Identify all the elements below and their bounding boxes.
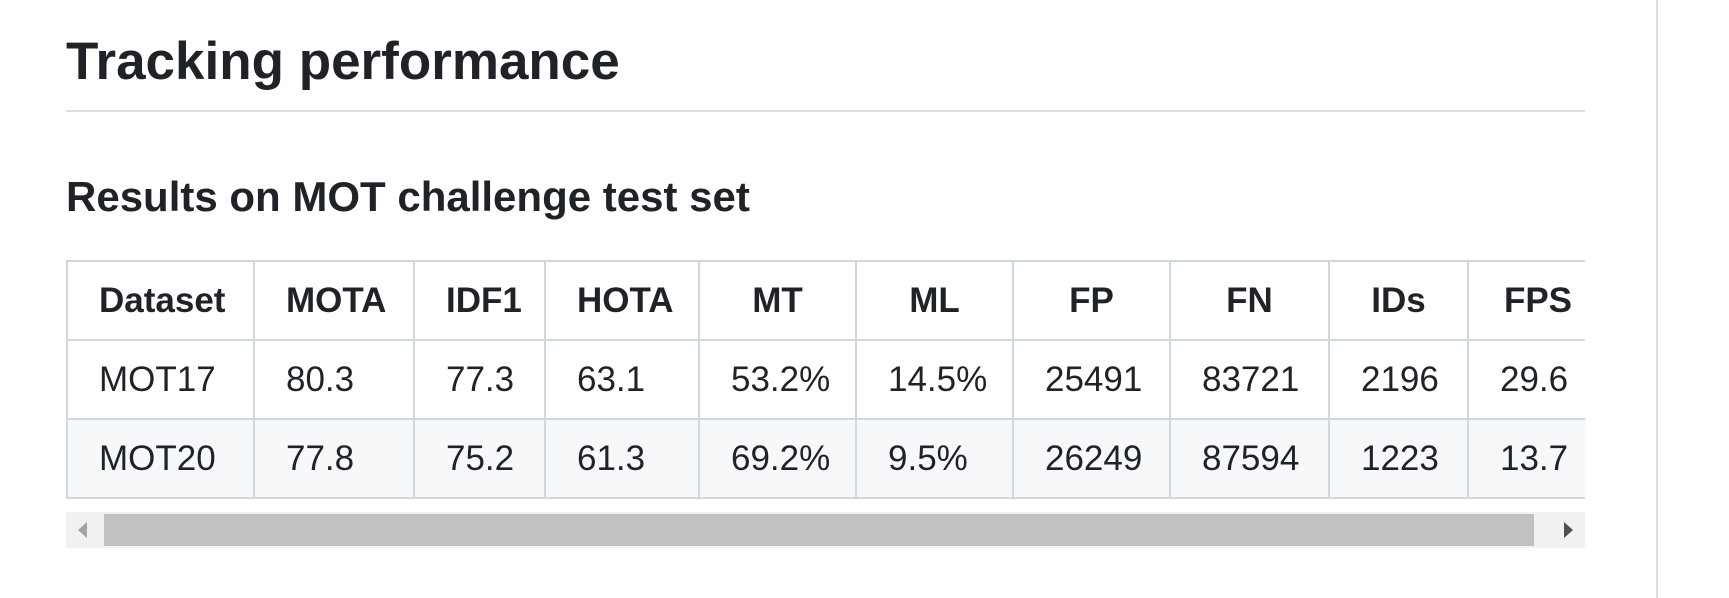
- page-title: Tracking performance: [66, 32, 620, 91]
- table-cell: 29.6: [1467, 339, 1585, 420]
- table-row: MOT17 80.3 77.3 63.1 53.2% 14.5% 25491 83721 219…: [66, 339, 1585, 420]
- table-cell: 80.3: [253, 339, 415, 420]
- table-cell: MOT20: [66, 418, 255, 499]
- results-table: Dataset MOTA IDF1 HOTA MT ML FP FN IDs FPS MOT17 8…: [66, 260, 1585, 499]
- column-header: HOTA: [544, 260, 700, 341]
- column-header: FPS: [1467, 260, 1585, 341]
- table-cell: 83721: [1169, 339, 1330, 420]
- table-cell: 61.3: [544, 418, 700, 499]
- table-cell: 26249: [1012, 418, 1171, 499]
- table-cell: 14.5%: [855, 339, 1014, 420]
- table-cell: 1223: [1328, 418, 1469, 499]
- header-row: Dataset MOTA IDF1 HOTA MT ML FP FN IDs FPS: [66, 260, 1585, 341]
- table-cell: 2196: [1328, 339, 1469, 420]
- scroll-thumb[interactable]: [104, 514, 1534, 546]
- column-header: Dataset: [66, 260, 255, 341]
- table-cell: 13.7: [1467, 418, 1585, 499]
- column-header: MT: [698, 260, 857, 341]
- divider: [1656, 0, 1658, 598]
- scroll-right[interactable]: [1564, 522, 1573, 538]
- column-header: IDs: [1328, 260, 1469, 341]
- table-cell: 75.2: [413, 418, 546, 499]
- scrollbar[interactable]: [66, 512, 1585, 548]
- table-cell: 77.8: [253, 418, 415, 499]
- table-row: MOT20 77.8 75.2 61.3 69.2% 9.5% 26249 87594 1223…: [66, 418, 1585, 499]
- column-header: IDF1: [413, 260, 546, 341]
- table-cell: 63.1: [544, 339, 700, 420]
- table-container: Dataset MOTA IDF1 HOTA MT ML FP FN IDs FPS MOT17 8…: [66, 260, 1585, 510]
- table-cell: MOT17: [66, 339, 255, 420]
- section-title: Results on MOT challenge test set: [66, 173, 750, 220]
- title-rule: [66, 110, 1585, 112]
- column-header: ML: [855, 260, 1014, 341]
- table-cell: 77.3: [413, 339, 546, 420]
- table-cell: 53.2%: [698, 339, 857, 420]
- table-cell: 25491: [1012, 339, 1171, 420]
- column-header: FN: [1169, 260, 1330, 341]
- table-cell: 69.2%: [698, 418, 857, 499]
- scroll-left[interactable]: [78, 522, 87, 538]
- column-header: MOTA: [253, 260, 415, 341]
- column-header: FP: [1012, 260, 1171, 341]
- table-cell: 87594: [1169, 418, 1330, 499]
- table-cell: 9.5%: [855, 418, 1014, 499]
